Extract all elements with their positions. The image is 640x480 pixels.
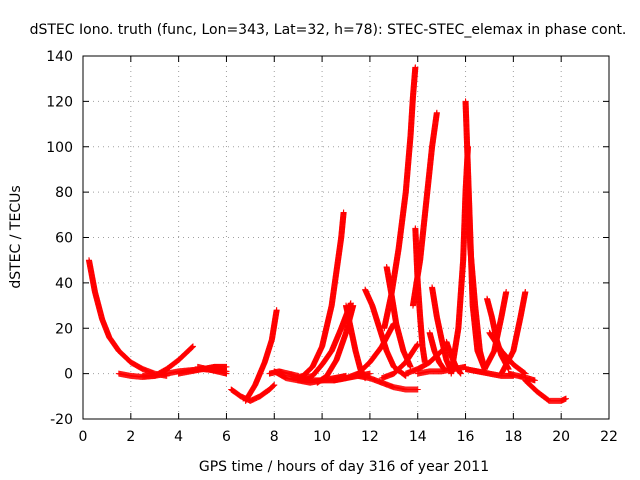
data-series bbox=[85, 257, 170, 379]
y-tick-label: 80 bbox=[55, 185, 73, 201]
y-tick-label: 140 bbox=[46, 49, 73, 65]
y-tick-label: 20 bbox=[55, 321, 73, 337]
data-point bbox=[270, 383, 277, 390]
data-point bbox=[223, 370, 230, 377]
data-series bbox=[354, 372, 421, 393]
data-series bbox=[409, 109, 440, 309]
y-axis-title: dSTEC / TECUs bbox=[8, 185, 24, 288]
chart-title: dSTEC Iono. truth (func, Lon=343, Lat=32… bbox=[30, 22, 627, 38]
x-axis-title: GPS time / hours of day 316 of year 2011 bbox=[199, 459, 489, 475]
x-tick-label: 0 bbox=[79, 429, 88, 445]
data-series bbox=[242, 307, 280, 404]
data-point bbox=[189, 343, 196, 350]
data-point bbox=[271, 381, 278, 388]
data-point bbox=[188, 344, 195, 351]
data-points bbox=[85, 64, 569, 404]
data-series bbox=[378, 341, 421, 382]
data-point bbox=[407, 363, 414, 370]
data-point bbox=[189, 343, 196, 350]
x-tick-label: 14 bbox=[409, 429, 427, 445]
data-point bbox=[412, 64, 419, 71]
x-tick-label: 12 bbox=[361, 429, 379, 445]
data-series bbox=[464, 177, 488, 373]
y-tick-label: -20 bbox=[50, 412, 73, 428]
data-point bbox=[414, 386, 421, 393]
data-series bbox=[194, 363, 230, 377]
data-series bbox=[290, 209, 347, 382]
y-tick-label: 40 bbox=[55, 276, 73, 292]
axis-ticks: 0 2 4 6 8 10 12 14 16 18 20 22 -20 0 20 40 60 80 100 120 140 bbox=[46, 49, 618, 445]
y-tick-label: 120 bbox=[46, 94, 73, 110]
data-point bbox=[340, 209, 347, 216]
x-tick-label: 18 bbox=[504, 429, 522, 445]
y-tick-label: 0 bbox=[64, 367, 73, 383]
grid-lines bbox=[83, 56, 609, 419]
y-tick-label: 60 bbox=[55, 231, 73, 247]
x-tick-label: 4 bbox=[174, 429, 183, 445]
x-tick-label: 10 bbox=[313, 429, 331, 445]
data-point bbox=[273, 307, 280, 314]
x-tick-label: 6 bbox=[222, 429, 231, 445]
x-tick-label: 22 bbox=[600, 429, 618, 445]
x-tick-label: 2 bbox=[126, 429, 135, 445]
data-series bbox=[228, 381, 278, 404]
data-series bbox=[381, 64, 419, 332]
data-point bbox=[270, 382, 277, 389]
data-series bbox=[522, 377, 569, 404]
data-point bbox=[350, 302, 357, 309]
plot-frame bbox=[82, 55, 610, 420]
x-tick-label: 8 bbox=[270, 429, 279, 445]
y-tick-label: 100 bbox=[46, 140, 73, 156]
x-tick-label: 20 bbox=[552, 429, 570, 445]
x-tick-label: 16 bbox=[457, 429, 475, 445]
